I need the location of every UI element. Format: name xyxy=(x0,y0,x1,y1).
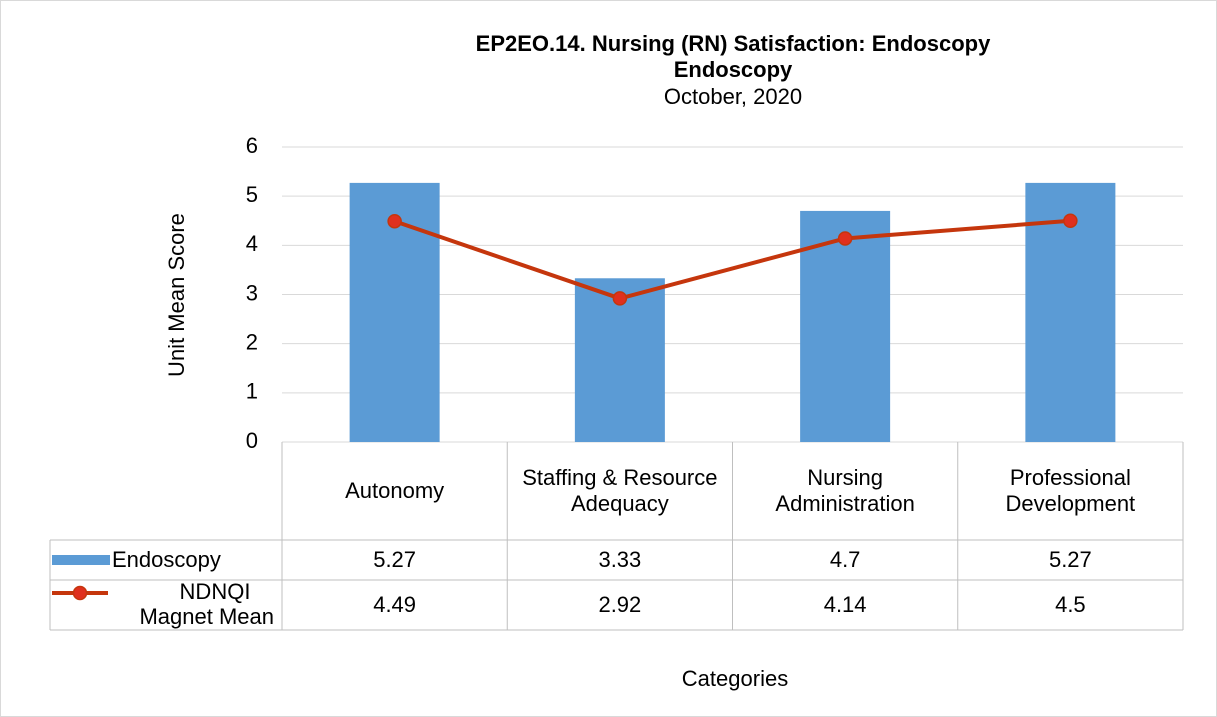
bar xyxy=(800,210,891,442)
marker xyxy=(837,231,853,246)
y-tick-label: 1 xyxy=(246,379,258,404)
y-tick-label: 0 xyxy=(246,428,258,453)
x-tick-label: Nursing Administration xyxy=(775,465,915,516)
y-tick-label: 5 xyxy=(246,182,258,207)
marker xyxy=(387,213,402,229)
x-tick-label: Autonomy xyxy=(345,478,445,503)
x-tick-label-box: Autonomy xyxy=(345,478,445,503)
y-tick-label: 3 xyxy=(246,280,258,305)
chart-title: EP2EO.14. Nursing (RN) Satisfaction: End… xyxy=(476,31,991,56)
x-tick-label: Professional Development xyxy=(1005,465,1136,516)
chart-subtitle: Endoscopy xyxy=(674,57,793,82)
marker xyxy=(1063,213,1078,228)
table-value: 5.27 xyxy=(373,547,416,572)
table-value: 4.14 xyxy=(824,592,867,617)
x-tick-label-box: Nursing Administration xyxy=(775,465,915,516)
table-value: 2.92 xyxy=(598,592,641,617)
legend-marker xyxy=(72,585,88,601)
line xyxy=(393,218,1071,301)
legend-label: NDNQI Magnet Mean xyxy=(139,579,274,629)
table-value: 3.33 xyxy=(598,547,641,572)
y-tick-label: 6 xyxy=(246,133,258,158)
table-value: 4.49 xyxy=(373,592,416,617)
legend-swatch xyxy=(52,555,110,565)
table-value: 5.27 xyxy=(1049,547,1092,572)
x-axis-title: Categories xyxy=(682,666,788,691)
table-value: 4.5 xyxy=(1055,592,1086,617)
y-tick-label: 2 xyxy=(246,329,258,354)
x-tick-label: Staffing & Resource Adequacy xyxy=(522,465,718,516)
y-axis-title: Unit Mean Score xyxy=(164,213,189,377)
table-value: 4.7 xyxy=(830,547,861,572)
legend-label: Endoscopy xyxy=(112,547,221,572)
y-tick-label: 4 xyxy=(246,231,258,256)
x-tick-label-box: Staffing & Resource Adequacy xyxy=(522,465,718,516)
marker xyxy=(612,291,628,306)
chart-date: October, 2020 xyxy=(664,84,802,109)
x-tick-label-box: Professional Development xyxy=(1005,465,1136,516)
